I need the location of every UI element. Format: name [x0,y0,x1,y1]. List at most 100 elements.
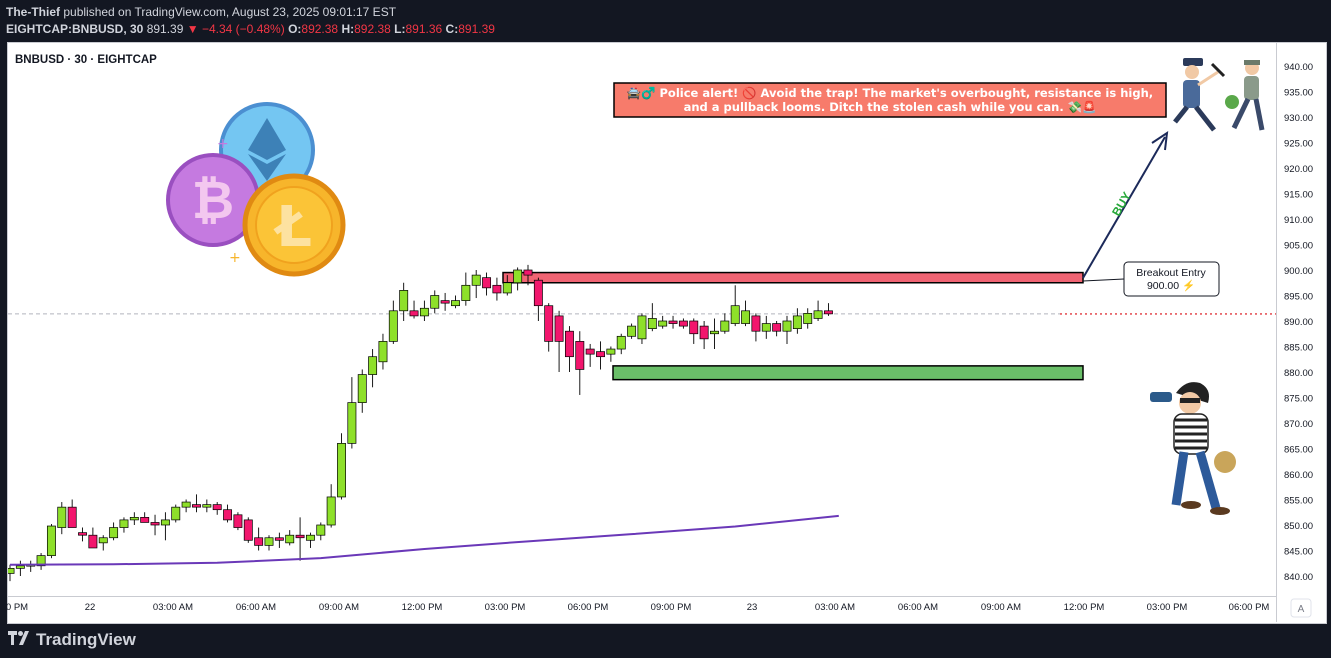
author-name[interactable]: The-Thief [6,5,60,19]
candle[interactable] [419,300,429,321]
candle[interactable] [761,315,771,339]
candle[interactable] [502,275,512,296]
candle[interactable] [295,517,305,561]
candle[interactable] [243,517,253,543]
candle[interactable] [264,535,274,551]
candle[interactable] [36,553,46,570]
candle[interactable] [658,315,668,329]
candle-body [678,320,688,327]
candle[interactable] [98,535,108,551]
candle[interactable] [730,285,740,327]
candle[interactable] [378,333,388,370]
candle[interactable] [119,517,129,533]
candle[interactable] [647,303,657,332]
candle[interactable] [368,349,378,388]
footer-branding[interactable]: TradingView [8,628,136,652]
candle[interactable] [305,532,315,548]
candle[interactable] [399,282,409,321]
candle[interactable] [741,300,751,327]
candle[interactable] [710,318,719,350]
candle[interactable] [129,512,139,525]
candle[interactable] [181,499,191,513]
candle[interactable] [772,321,782,337]
candle[interactable] [67,499,77,528]
candle-body [720,320,730,332]
resistance-zone[interactable] [502,271,1084,284]
candle[interactable] [575,331,585,395]
candle-body [761,323,771,332]
candle[interactable] [689,318,699,344]
candle[interactable] [274,532,284,548]
auto-scale-button[interactable] [1290,598,1312,618]
ethereum-glyph-lower-icon [248,154,286,181]
candle[interactable] [26,560,36,572]
candle[interactable] [430,290,440,314]
candle-body [782,320,792,332]
candle[interactable] [254,527,264,551]
candle[interactable] [585,343,595,367]
candle[interactable] [316,522,326,541]
candle[interactable] [803,308,813,329]
candle[interactable] [823,303,833,316]
candle[interactable] [212,502,222,515]
candle[interactable] [813,300,823,321]
candle[interactable] [202,499,212,513]
candle[interactable] [347,377,357,449]
police-leg-icon [1173,105,1189,124]
candle[interactable] [720,313,730,334]
candle[interactable] [46,523,56,559]
candle[interactable] [357,369,367,413]
candle[interactable] [678,318,688,329]
candle[interactable] [233,512,243,531]
candle-body [326,496,336,526]
candle[interactable] [492,277,502,301]
robber-with-binoculars-illustration [1150,382,1236,515]
candle[interactable] [699,321,709,350]
candle[interactable] [192,494,201,513]
candle[interactable] [596,341,605,370]
candle[interactable] [388,300,398,344]
candle[interactable] [15,560,25,576]
candle[interactable] [451,295,460,309]
candle[interactable] [533,277,543,321]
entry-callout-box[interactable] [1123,261,1220,297]
candle[interactable] [326,484,336,528]
support-zone[interactable] [612,365,1084,381]
candle[interactable] [637,313,647,344]
candle[interactable] [150,514,160,536]
candle[interactable] [471,270,481,299]
y-tick-label: 890.00 [1284,317,1313,328]
candle[interactable] [223,504,233,523]
candle[interactable] [337,433,346,500]
candle[interactable] [160,512,170,541]
candle[interactable] [109,522,119,541]
candle[interactable] [482,272,492,296]
candle-body [606,348,616,355]
candle[interactable] [6,564,15,582]
candle[interactable] [461,272,471,306]
candle[interactable] [513,267,523,291]
candle[interactable] [523,264,533,286]
police-alert-banner[interactable] [613,82,1167,118]
candle[interactable] [285,530,295,546]
candle[interactable] [140,512,150,523]
candle[interactable] [409,300,419,319]
candle[interactable] [544,303,554,352]
candle[interactable] [792,308,802,334]
candle[interactable] [440,292,450,311]
candle[interactable] [88,527,98,549]
plot-area[interactable] [6,264,1276,582]
candle[interactable] [554,310,564,372]
candle[interactable] [171,504,181,523]
candle[interactable] [564,326,574,372]
candle[interactable] [616,333,626,355]
candle[interactable] [668,315,678,329]
candle[interactable] [627,323,637,339]
candle[interactable] [782,315,792,344]
candle-body [98,537,108,544]
candle[interactable] [606,346,616,362]
candle[interactable] [78,527,87,542]
candle[interactable] [57,502,67,535]
candle[interactable] [751,313,761,342]
